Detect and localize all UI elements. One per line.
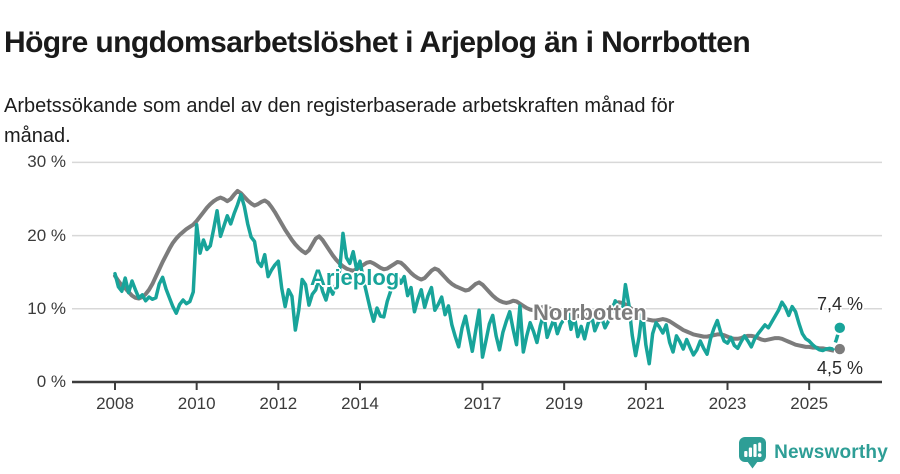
y-tick-label-10: 10 % bbox=[27, 298, 66, 318]
chart-subtitle-line2: månad. bbox=[4, 125, 71, 147]
x-tick-label-2014: 2014 bbox=[341, 394, 379, 413]
y-tick-label-0: 0 % bbox=[36, 372, 66, 391]
x-tick-label-2017: 2017 bbox=[463, 394, 502, 413]
x-tick-label-2023: 2023 bbox=[708, 394, 747, 413]
end-value-norrbotten: 4,5 % bbox=[816, 358, 863, 378]
x-tick-label-2010: 2010 bbox=[177, 394, 216, 413]
x-tick-label-2019: 2019 bbox=[545, 394, 584, 413]
end-value-arjeplog: 7,4 % bbox=[816, 294, 863, 314]
chart-title: Högre ungdomsarbetslöshet i Arjeplog än … bbox=[4, 26, 751, 60]
x-tick-label-2021: 2021 bbox=[626, 394, 665, 413]
bar-chart-pin-icon bbox=[738, 436, 767, 469]
newsworthy-logo[interactable]: Newsworthy bbox=[738, 436, 888, 469]
series-label-arjeplog: Arjeplog bbox=[310, 265, 400, 290]
x-tick-label-2012: 2012 bbox=[259, 394, 298, 413]
chart-subtitle-line1: Arbetssökande som andel av den registerb… bbox=[4, 95, 675, 117]
newsworthy-logo-text: Newsworthy bbox=[774, 441, 888, 463]
chart-subtitle: Arbetssökande som andel av den registerb… bbox=[4, 91, 864, 151]
x-tick-label-2008: 2008 bbox=[96, 394, 134, 413]
y-tick-label-20: 20 % bbox=[27, 225, 66, 245]
x-tick-label-2025: 2025 bbox=[790, 394, 829, 413]
y-tick-label-30: 30 % bbox=[27, 152, 66, 172]
series-label-norrbotten: Norrbotten bbox=[533, 300, 647, 325]
